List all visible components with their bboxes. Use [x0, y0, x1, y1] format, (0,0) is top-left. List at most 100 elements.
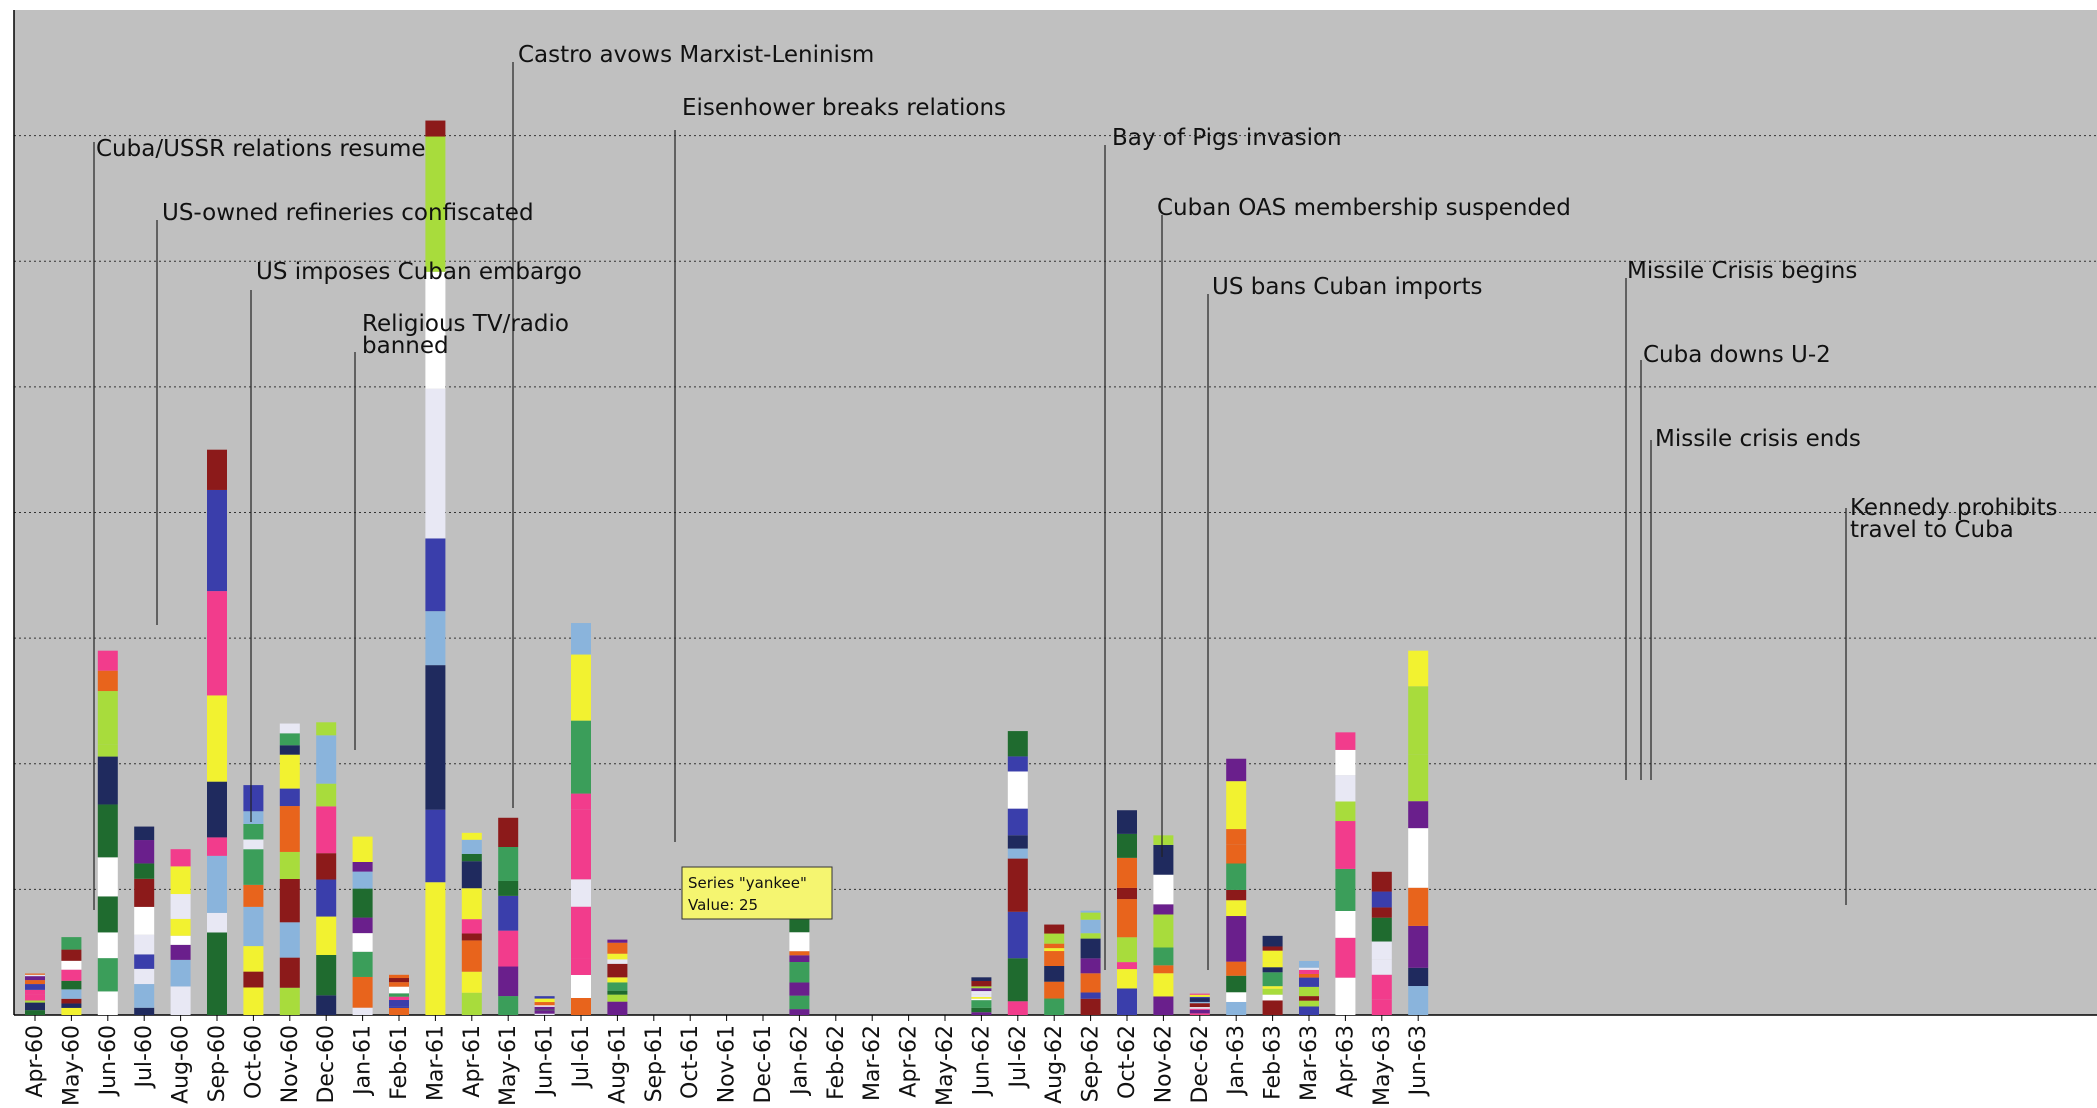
bar-segment — [498, 847, 519, 881]
bar-segment — [316, 806, 337, 854]
x-tick-label: Apr-60 — [23, 1025, 48, 1098]
bar-segment — [1226, 781, 1247, 830]
bar-Dec-60 — [316, 722, 337, 1015]
bar-segment — [316, 879, 337, 917]
bar-segment — [789, 961, 810, 983]
bar-segment — [243, 839, 264, 850]
bar-segment — [1371, 917, 1392, 942]
bar-segment — [534, 996, 555, 999]
x-tick-labels: Apr-60 May-60 Jun-60 Jul-60 Aug-60 Sep-60 Oct-… — [23, 1015, 1431, 1106]
bar-segment — [571, 809, 591, 880]
bar-segment — [1117, 857, 1137, 888]
x-tick-label: Apr-62 — [897, 1025, 922, 1098]
bar-segment — [279, 879, 300, 923]
bar-segment — [316, 722, 337, 736]
bar-segment — [1226, 992, 1247, 1002]
bar-segment — [971, 1001, 992, 1008]
bar-segment — [1189, 994, 1210, 997]
x-tick-label: Jan-62 — [787, 1025, 812, 1097]
x-tick-label: Mar-61 — [423, 1025, 448, 1101]
bar-May-63 — [1371, 871, 1392, 1015]
gridlines — [14, 135, 2097, 890]
bar-segment — [534, 998, 555, 1003]
bar-segment — [425, 271, 446, 389]
bar-segment — [352, 917, 373, 934]
bar-segment — [25, 980, 45, 985]
bar-segment — [1153, 947, 1174, 966]
bar-segment — [1371, 941, 1392, 960]
bar-segment — [207, 837, 227, 856]
bar-Apr-61 — [461, 832, 482, 1015]
annotation-label: Missile Crisis begins — [1627, 258, 1857, 284]
bar-segment — [534, 1013, 555, 1015]
x-tick-label: Nov-60 — [278, 1025, 303, 1103]
bar-segment — [971, 997, 992, 999]
bar-segment — [1044, 951, 1065, 966]
bar-segment — [1044, 981, 1065, 999]
x-tick-label: Jul-60 — [132, 1025, 157, 1089]
bar-segment — [1044, 943, 1065, 949]
bar-segment — [1226, 844, 1247, 864]
bar-segment — [1262, 962, 1283, 968]
bar-segment — [134, 968, 155, 985]
bar-segment — [1226, 889, 1247, 901]
bar-segment — [1226, 1001, 1247, 1015]
x-tick-label: Oct-62 — [1115, 1025, 1140, 1099]
bar-segment — [1080, 919, 1101, 934]
x-tick-label: Jun-60 — [96, 1025, 121, 1097]
bar-segment — [534, 1009, 555, 1011]
bar-segment — [97, 932, 118, 959]
x-tick-label: Sep-61 — [642, 1025, 667, 1102]
annotation-label: Bay of Pigs invasion — [1112, 125, 1342, 151]
bar-segment — [279, 723, 300, 734]
bar-segment — [425, 665, 446, 810]
bar-segment — [1007, 808, 1028, 836]
bar-segment — [279, 987, 300, 1015]
bar-segment — [25, 1000, 45, 1003]
bar-segment — [1007, 731, 1028, 757]
x-tick-label: Aug-62 — [1042, 1025, 1067, 1104]
bar-segment — [316, 995, 337, 1015]
bar-Feb-63 — [1262, 935, 1283, 1015]
bar-segment — [25, 1002, 45, 1011]
bar-segment — [971, 1012, 992, 1015]
bar-segment — [25, 976, 45, 981]
bar-segment — [1408, 801, 1429, 829]
bar-segment — [134, 934, 155, 955]
bar-segment — [1007, 848, 1028, 859]
bar-Jan-63 — [1226, 758, 1247, 1015]
bar-segment — [1007, 756, 1028, 772]
annotation-label: Cuba downs U-2 — [1643, 342, 1831, 368]
bar-segment — [1044, 933, 1065, 944]
bar-segment — [571, 958, 591, 975]
annotation-label: Cuban OAS membership suspended — [1157, 195, 1571, 221]
bar-segment — [498, 895, 519, 931]
bar-segment — [134, 826, 155, 841]
bar-segment — [1189, 1007, 1210, 1009]
bar-segment — [1080, 912, 1101, 920]
bar-segment — [1299, 1000, 1319, 1007]
bar-segment — [1299, 986, 1319, 997]
bar-segment — [534, 1010, 555, 1014]
x-tick-label: Dec-61 — [751, 1025, 776, 1104]
tooltip-value: Value: 25 — [688, 896, 758, 914]
bar-segment — [97, 691, 118, 745]
bar-segment — [1262, 967, 1283, 973]
bar-segment — [207, 489, 227, 592]
bar-Jul-60 — [134, 826, 155, 1015]
bar-segment — [97, 650, 118, 671]
bar-segment — [498, 996, 519, 1015]
bar-segment — [1335, 801, 1356, 822]
bar-segment — [1335, 821, 1356, 869]
bar-segment — [1153, 965, 1174, 974]
bar-segment — [425, 882, 446, 1015]
bar-segment — [1335, 910, 1356, 938]
bar-Nov-62 — [1153, 835, 1174, 1015]
bar-Jun-62 — [971, 977, 992, 1015]
bar-segment — [134, 863, 155, 879]
x-tick-label: Feb-62 — [824, 1025, 849, 1100]
annotation-label: US bans Cuban imports — [1212, 274, 1482, 300]
x-tick-label: Nov-61 — [715, 1025, 740, 1103]
bar-segment — [61, 937, 82, 950]
annotation-labels: Cuba/USSR relations resume US-owned refin… — [96, 42, 2058, 543]
